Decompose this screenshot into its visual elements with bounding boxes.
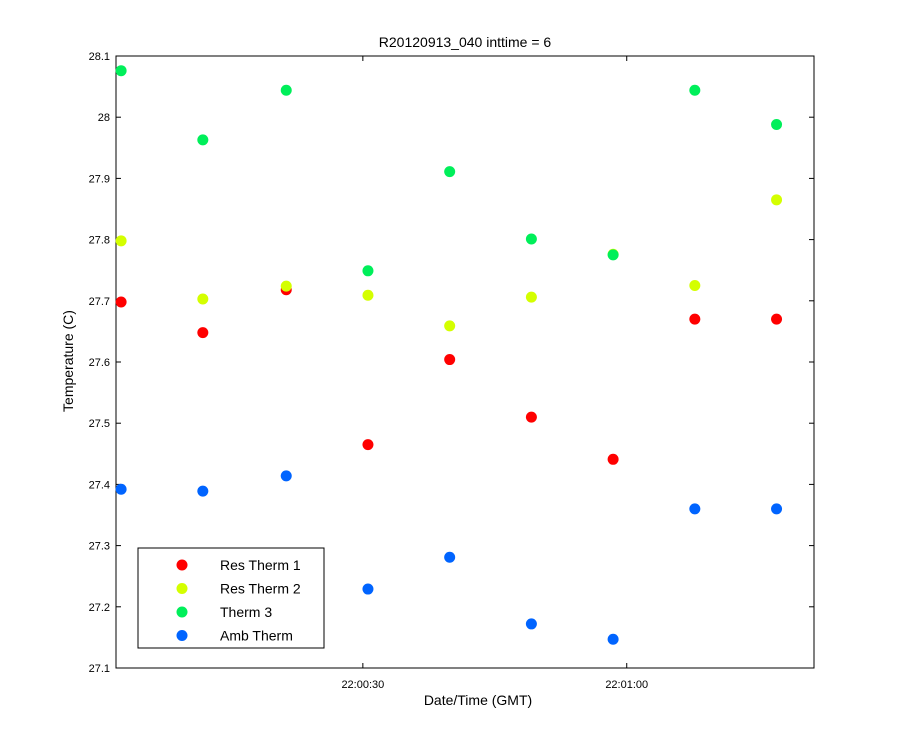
data-point-res-therm-1 [689, 313, 701, 325]
legend-label: Res Therm 2 [220, 581, 301, 597]
data-point-res-therm-1 [771, 313, 783, 325]
data-point-amb-therm [607, 633, 619, 645]
data-point-amb-therm [689, 503, 701, 515]
data-point-res-therm-2 [689, 280, 701, 291]
data-point-res-therm-1 [607, 453, 619, 465]
data-point-therm-3 [607, 249, 619, 261]
data-point-res-therm-1 [362, 439, 374, 451]
series-res-therm-2 [115, 194, 783, 332]
y-tick-label: 27.8 [89, 235, 110, 247]
data-point-therm-3 [771, 119, 783, 131]
data-point-res-therm-1 [197, 327, 209, 339]
data-point-therm-3 [689, 84, 701, 96]
legend-box [137, 547, 325, 649]
series-amb-therm [115, 470, 783, 645]
data-point-therm-3 [280, 84, 292, 96]
y-tick-label: 27.3 [89, 541, 110, 553]
x-axis-label: Date/Time (GMT) [424, 692, 532, 708]
data-point-res-therm-1 [525, 411, 537, 423]
x-tick-label: 22:00:30 [341, 679, 384, 691]
data-point-res-therm-2 [525, 291, 537, 303]
data-point-amb-therm [280, 470, 292, 482]
data-point-res-therm-2 [115, 235, 127, 247]
data-points [115, 65, 783, 645]
data-point-amb-therm [197, 485, 209, 497]
data-point-therm-3 [525, 233, 537, 245]
legend: Res Therm 1 Res Therm 2 Therm 3 Amb Therm [137, 547, 325, 649]
legend-marker [176, 630, 188, 641]
legend-marker [176, 583, 188, 594]
data-point-res-therm-2 [362, 289, 374, 301]
data-point-res-therm-1 [115, 296, 127, 308]
series-therm-3 [115, 65, 783, 277]
y-tick-label: 27.9 [89, 173, 110, 185]
chart-title: R20120913_040 inttime = 6 [379, 34, 552, 50]
series-res-therm-1 [115, 284, 783, 465]
data-point-therm-3 [362, 265, 374, 277]
x-axis: 22:00:30 22:01:00 [341, 56, 648, 691]
y-tick-label: 27.2 [89, 602, 110, 614]
data-point-res-therm-2 [444, 320, 456, 332]
data-point-res-therm-2 [771, 194, 783, 206]
y-tick-label: 27.4 [89, 479, 110, 491]
y-axis: 27.1 27.2 27.3 27.4 27.5 27.6 27.7 27.8 27.9 28 28… [89, 51, 814, 675]
legend-label: Res Therm 1 [220, 557, 301, 573]
y-tick-label: 27.1 [89, 663, 110, 675]
legend-marker [176, 559, 188, 571]
y-tick-label: 27.6 [89, 357, 110, 369]
y-tick-label: 27.7 [89, 296, 110, 308]
data-point-amb-therm [362, 583, 374, 595]
y-tick-label: 28 [98, 112, 110, 124]
data-point-therm-3 [444, 166, 456, 178]
legend-marker [176, 606, 188, 618]
data-point-amb-therm [444, 551, 456, 563]
data-point-res-therm-2 [280, 280, 292, 292]
legend-label: Therm 3 [220, 604, 272, 620]
data-point-amb-therm [115, 483, 127, 495]
y-tick-label: 28.1 [89, 51, 110, 63]
data-point-therm-3 [197, 134, 209, 146]
x-tick-label: 22:01:00 [605, 679, 648, 691]
data-point-res-therm-1 [444, 354, 456, 366]
y-tick-label: 27.5 [89, 418, 110, 430]
legend-label: Amb Therm [220, 628, 293, 644]
y-axis-label: Temperature (C) [60, 310, 76, 412]
data-point-therm-3 [115, 65, 127, 77]
data-point-res-therm-2 [197, 293, 209, 305]
data-point-amb-therm [771, 503, 783, 515]
data-point-amb-therm [525, 618, 537, 630]
